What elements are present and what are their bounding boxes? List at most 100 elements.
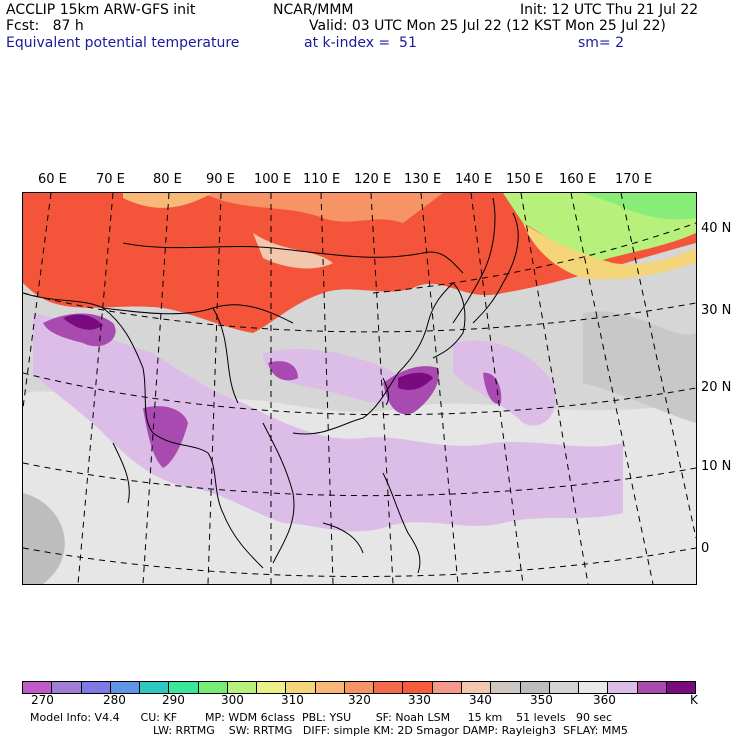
lon-label: 60 E xyxy=(38,172,67,187)
field-yellow xyxy=(523,223,696,280)
field-darkpurple xyxy=(398,372,433,390)
lat-label: 30 N xyxy=(701,303,732,318)
graticule-parallel xyxy=(23,372,696,416)
coastline xyxy=(472,212,519,324)
field-orange xyxy=(123,193,213,208)
colorbar-swatch xyxy=(548,682,579,693)
border xyxy=(102,304,294,324)
lon-label: 130 E xyxy=(404,172,442,187)
organization: NCAR/MMM xyxy=(273,2,354,18)
colorbar-tick: 350 xyxy=(530,693,553,707)
lon-label: 150 E xyxy=(506,172,544,187)
colorbar-swatch xyxy=(373,682,403,693)
graticule-meridian xyxy=(520,193,589,584)
colorbar-swatch xyxy=(314,682,344,693)
field-darkgray xyxy=(583,311,696,423)
lon-label: 90 E xyxy=(206,172,235,187)
model-title: ACCLIP 15km ARW-GFS init xyxy=(6,2,196,18)
colorbar-tick: 330 xyxy=(408,693,431,707)
lon-label: 70 E xyxy=(96,172,125,187)
colorbar xyxy=(22,681,696,694)
lat-label: 10 N xyxy=(701,459,732,474)
level-index: at k-index = 51 xyxy=(304,35,417,51)
colorbar-swatch xyxy=(402,682,432,693)
graticule-parallel xyxy=(23,462,696,497)
model-info-line2: LW: RRTMG SW: RRTMG DIFF: simple KM: 2D … xyxy=(153,724,628,737)
colorbar-swatch xyxy=(490,682,520,693)
colorbar-swatch xyxy=(665,682,696,693)
colorbar-tick: 320 xyxy=(348,693,371,707)
coastline xyxy=(432,282,466,359)
field-brightgreen xyxy=(583,193,696,220)
field-purple xyxy=(483,372,502,404)
colorbar-swatch xyxy=(80,682,110,693)
field-tan xyxy=(253,233,333,269)
colorbar-swatch xyxy=(168,682,198,693)
field-salmon xyxy=(203,193,443,223)
field-lavender xyxy=(263,348,412,405)
lon-label: 160 E xyxy=(559,172,597,187)
colorbar-swatch xyxy=(109,682,140,693)
colorbar-swatch xyxy=(23,682,52,693)
lat-label: 40 N xyxy=(701,221,732,236)
colorbar-swatch xyxy=(343,682,374,693)
colorbar-tick: 340 xyxy=(469,693,492,707)
colorbar-swatch xyxy=(256,682,286,693)
graticule-meridian xyxy=(620,193,696,539)
field-purple xyxy=(143,406,188,468)
colorbar-swatch xyxy=(578,682,608,693)
border xyxy=(212,307,239,404)
lon-label: 140 E xyxy=(455,172,493,187)
colorbar-swatch xyxy=(285,682,315,693)
colorbar-swatch xyxy=(636,682,666,693)
field-darkgray xyxy=(23,493,65,584)
graticule-meridian xyxy=(23,193,52,409)
coastline xyxy=(382,377,390,406)
field-lavender xyxy=(33,313,623,532)
colorbar-tick: 360 xyxy=(593,693,616,707)
lon-label: 170 E xyxy=(615,172,653,187)
colorbar-tick: 290 xyxy=(162,693,185,707)
coastline xyxy=(382,472,421,574)
coastlines xyxy=(23,197,519,574)
init-time: Init: 12 UTC Thu 21 Jul 22 xyxy=(520,2,699,18)
colorbar-swatch xyxy=(139,682,169,693)
lon-label: 120 E xyxy=(354,172,392,187)
map-panel xyxy=(22,192,697,585)
colorbar-swatch xyxy=(431,682,461,693)
colorbar-swatch xyxy=(460,682,491,693)
lat-label: 20 N xyxy=(701,380,732,395)
graticule-parallel xyxy=(23,292,696,333)
lon-label: 100 E xyxy=(254,172,292,187)
colorbar-swatch xyxy=(607,682,637,693)
coastline xyxy=(452,197,496,324)
colorbar-swatch xyxy=(197,682,227,693)
graticule-parallel xyxy=(23,547,696,578)
theta-e-map xyxy=(23,193,696,584)
graticule xyxy=(23,193,696,584)
coastline xyxy=(112,442,130,504)
colorbar-swatch xyxy=(519,682,549,693)
coastline xyxy=(322,522,364,554)
field-lavender xyxy=(453,340,556,426)
graticule-parallel xyxy=(372,222,696,294)
model-info-line1: Model Info: V4.4 CU: KF MP: WDM 6class P… xyxy=(30,711,613,724)
border xyxy=(122,242,464,274)
smoothing: sm= 2 xyxy=(578,35,625,51)
field-name: Equivalent potential temperature xyxy=(6,35,240,51)
coastline xyxy=(262,422,295,564)
colorbar-tick: 310 xyxy=(281,693,304,707)
coastline xyxy=(292,282,454,435)
colorbar-tick: 300 xyxy=(221,693,244,707)
valid-time: Valid: 03 UTC Mon 25 Jul 22 (12 KST Mon … xyxy=(309,18,666,34)
lon-label: 110 E xyxy=(303,172,341,187)
field-purple xyxy=(268,361,298,381)
colorbar-unit: K xyxy=(690,693,698,707)
lon-label: 80 E xyxy=(153,172,182,187)
colorbar-swatch xyxy=(51,682,81,693)
graticule-meridian xyxy=(570,193,654,584)
colorbar-swatch xyxy=(226,682,257,693)
lat-label: 0 xyxy=(701,541,710,556)
field-darkpurple xyxy=(63,314,103,330)
forecast-hour: Fcst: 87 h xyxy=(6,18,84,34)
